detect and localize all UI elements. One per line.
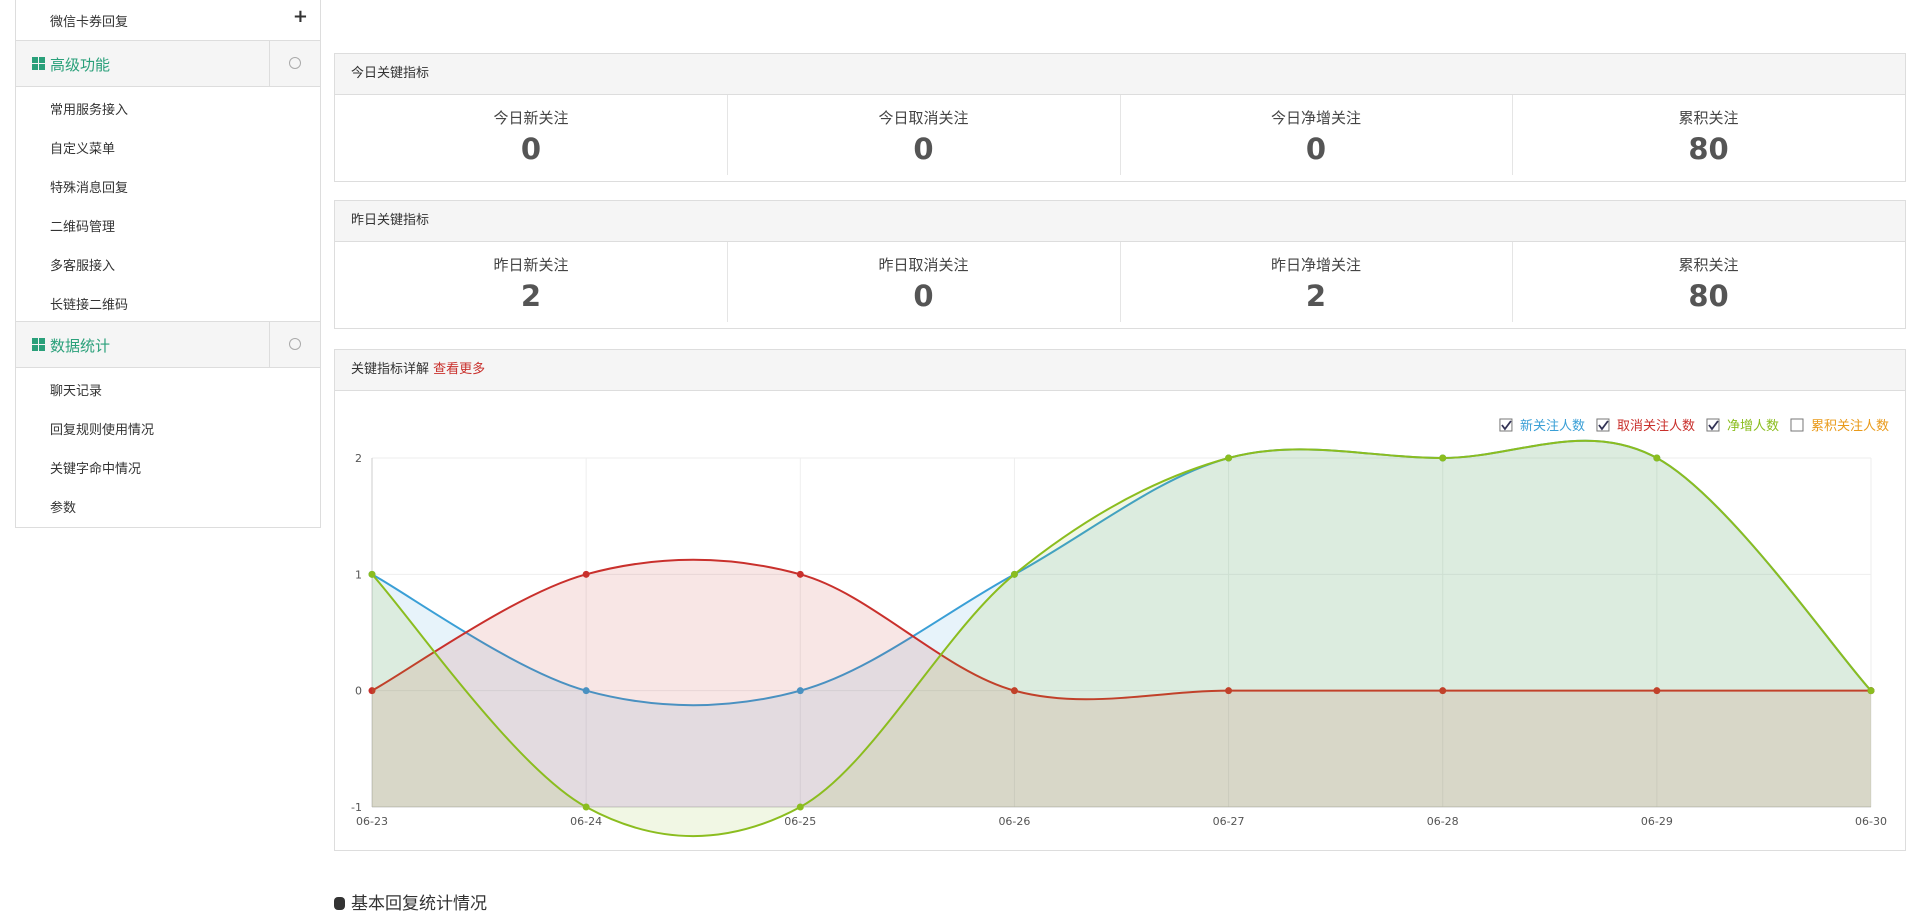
- stat-cell: 今日取消关注 0: [728, 95, 1121, 175]
- menu-section[interactable]: 数据统计: [16, 321, 320, 368]
- menu-item[interactable]: 常用服务接入: [50, 103, 129, 118]
- stat-value: 2: [520, 279, 542, 313]
- stat-cell: 今日净增关注 0: [1120, 95, 1513, 175]
- menu-item[interactable]: 二维码管理: [50, 220, 116, 235]
- more-link[interactable]: 查看更多: [433, 362, 486, 377]
- panel-header: 关键指标详解 查看更多: [335, 350, 1905, 391]
- stat-cell: 累积关注 80: [1513, 242, 1905, 322]
- stat-value: 80: [1688, 132, 1729, 166]
- toggle: [269, 41, 320, 86]
- menu-item[interactable]: 聊天记录: [50, 384, 103, 399]
- footer-text: 基本回复统计情况: [351, 894, 487, 914]
- stat-label: 今日新关注: [493, 109, 569, 127]
- section-icon: [32, 338, 45, 351]
- stat-label: 累积关注: [1678, 256, 1739, 274]
- stat-value: 0: [913, 132, 934, 166]
- stat-label: 昨日新关注: [493, 256, 569, 274]
- stat-cell: 昨日新关注 2: [335, 242, 728, 322]
- menu-section[interactable]: 高级功能: [16, 40, 320, 87]
- sidebar: 微信卡券回复 + 高级功能常用服务接入 自定义菜单特殊消息回复 二维码管理多客服接入长链…: [15, 0, 321, 528]
- menu-item[interactable]: 长链接二维码: [50, 298, 129, 313]
- plus-icon: +: [292, 6, 308, 27]
- menu-item[interactable]: 回复规则使用情况: [50, 423, 155, 438]
- stat-label: 昨日取消关注: [878, 256, 969, 274]
- stat-panel: 昨日关键指标昨日新关注 2 昨日取消关注 0 昨日净增关注 2 累积关注 80: [334, 200, 1906, 329]
- footer-title: 基本回复统计情况: [334, 889, 487, 914]
- menu-item[interactable]: 自定义菜单: [50, 142, 116, 157]
- stat-value: 0: [913, 279, 934, 313]
- stat-cell: 昨日净增关注 2: [1120, 242, 1513, 322]
- stat-label: 今日净增关注: [1270, 109, 1361, 127]
- stat-cell: 今日新关注 0: [335, 95, 728, 175]
- stat-panel: 今日关键指标今日新关注 0 今日取消关注 0 今日净增关注 0 累积关注 80: [334, 53, 1906, 182]
- stat-value: 80: [1688, 279, 1729, 313]
- panel-header: 昨日关键指标: [335, 201, 1905, 242]
- menu-item[interactable]: 微信卡券回复: [50, 15, 129, 30]
- stat-label: 昨日净增关注: [1270, 256, 1361, 274]
- stat-label: 累积关注: [1678, 109, 1739, 127]
- stat-value: 0: [520, 132, 542, 166]
- section-icon: [32, 57, 45, 70]
- stat-value: 0: [1305, 132, 1327, 166]
- menu-item[interactable]: 多客服接入: [50, 259, 116, 274]
- chart-panel: 关键指标详解 查看更多: [334, 349, 1906, 851]
- stat-label: 今日取消关注: [878, 109, 969, 127]
- toggle: [269, 322, 320, 367]
- section-title: 数据统计: [50, 337, 111, 355]
- panel-header: 今日关键指标: [335, 54, 1905, 95]
- stat-value: 2: [1305, 279, 1327, 313]
- stat-cell: 累积关注 80: [1513, 95, 1905, 175]
- section-title: 高级功能: [50, 56, 111, 74]
- menu-item[interactable]: 关键字命中情况: [50, 462, 142, 477]
- panel-title: 关键指标详解: [351, 362, 430, 377]
- menu-item[interactable]: 参数: [50, 501, 77, 516]
- stat-cell: 昨日取消关注 0: [728, 242, 1121, 322]
- menu-item[interactable]: 特殊消息回复: [50, 181, 129, 196]
